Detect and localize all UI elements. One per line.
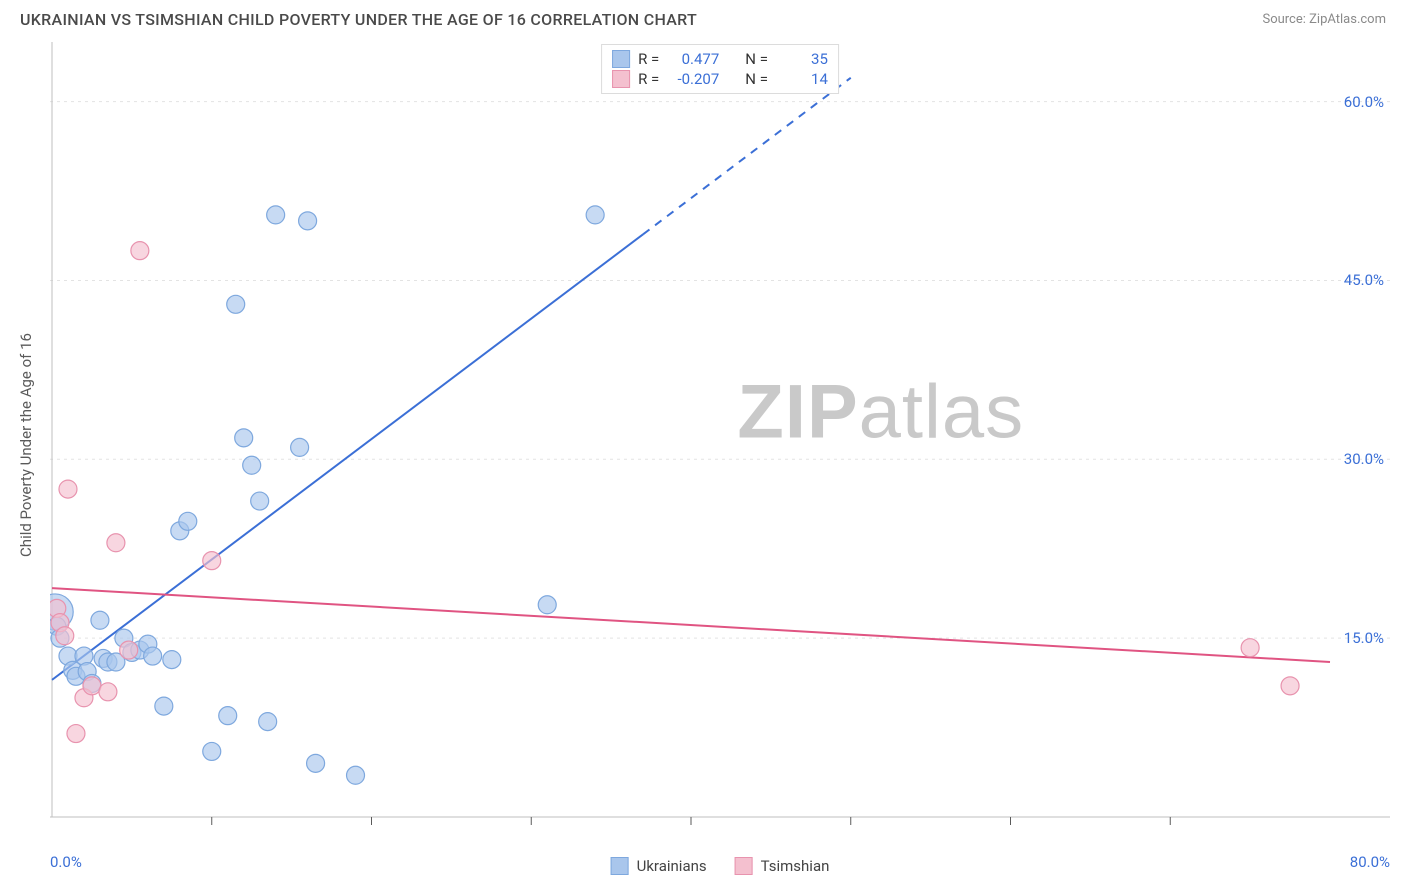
legend-swatch — [611, 857, 629, 875]
chart-title: UKRAINIAN VS TSIMSHIAN CHILD POVERTY UND… — [20, 10, 697, 29]
x-tick-label-max: 80.0% — [1350, 853, 1390, 871]
legend-swatch — [612, 50, 630, 68]
y-tick-label: 30.0% — [1344, 450, 1384, 468]
chart-area: Child Poverty Under the Age of 16 ZIPatl… — [50, 42, 1390, 847]
scatter-plot-svg — [50, 42, 1390, 847]
x-tick-label-min: 0.0% — [50, 853, 82, 871]
series-legend-item: Tsimshian — [735, 857, 830, 875]
header: UKRAINIAN VS TSIMSHIAN CHILD POVERTY UND… — [0, 0, 1406, 35]
stats-legend: R =0.477N =35R =-0.207N =14 — [601, 44, 839, 94]
legend-swatch — [735, 857, 753, 875]
stats-legend-row: R =0.477N =35 — [612, 49, 828, 69]
y-tick-label: 15.0% — [1344, 629, 1384, 647]
legend-swatch — [612, 70, 630, 88]
series-legend-label: Ukrainians — [637, 857, 707, 875]
series-legend-label: Tsimshian — [761, 857, 830, 875]
y-tick-label: 45.0% — [1344, 271, 1384, 289]
stats-legend-row: R =-0.207N =14 — [612, 69, 828, 89]
source-attribution: Source: ZipAtlas.com — [1262, 12, 1386, 27]
series-legend-item: Ukrainians — [611, 857, 707, 875]
y-tick-label: 60.0% — [1344, 93, 1384, 111]
y-axis-label: Child Poverty Under the Age of 16 — [17, 333, 35, 557]
series-legend: Ukrainians Tsimshian — [611, 857, 830, 875]
